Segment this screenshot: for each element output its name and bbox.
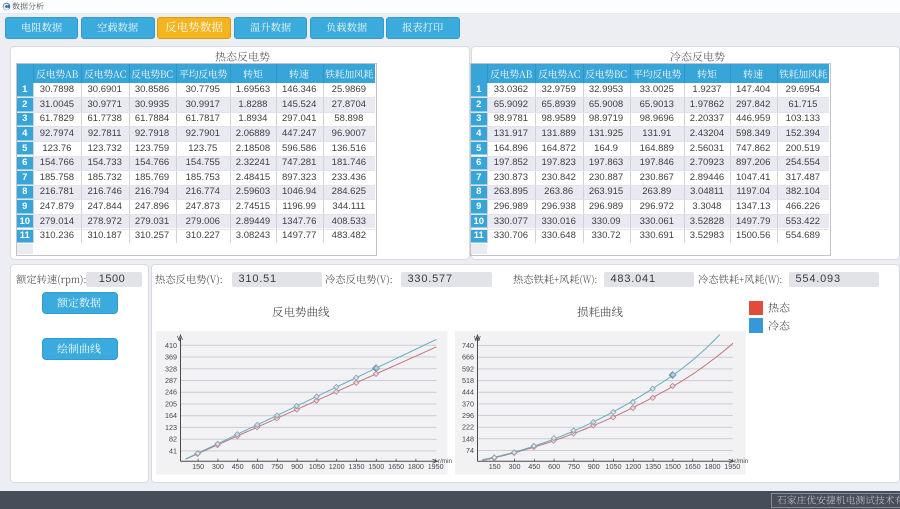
svg-text:41: 41 bbox=[169, 446, 177, 455]
svg-text:450: 450 bbox=[231, 461, 243, 470]
svg-text:205: 205 bbox=[165, 399, 177, 408]
svg-text:328: 328 bbox=[165, 364, 177, 373]
svg-text:1500: 1500 bbox=[664, 461, 680, 470]
svg-text:V: V bbox=[177, 336, 182, 343]
svg-text:150: 150 bbox=[488, 461, 500, 470]
svg-text:370: 370 bbox=[462, 399, 474, 408]
svg-text:1350: 1350 bbox=[645, 461, 661, 470]
svg-text:1050: 1050 bbox=[308, 461, 324, 470]
svg-text:1650: 1650 bbox=[684, 461, 700, 470]
svg-text:W: W bbox=[474, 336, 481, 343]
svg-text:150: 150 bbox=[192, 461, 204, 470]
svg-text:1950: 1950 bbox=[724, 461, 740, 470]
svg-text:1800: 1800 bbox=[704, 461, 720, 470]
svg-text:518: 518 bbox=[462, 376, 474, 385]
svg-text:300: 300 bbox=[508, 461, 520, 470]
svg-text:1350: 1350 bbox=[348, 461, 364, 470]
svg-text:666: 666 bbox=[462, 352, 474, 361]
svg-text:600: 600 bbox=[548, 461, 560, 470]
svg-text:410: 410 bbox=[165, 340, 177, 349]
svg-text:1200: 1200 bbox=[625, 461, 641, 470]
svg-text:1050: 1050 bbox=[605, 461, 621, 470]
svg-text:444: 444 bbox=[462, 387, 474, 396]
svg-text:592: 592 bbox=[462, 364, 474, 373]
svg-text:740: 740 bbox=[462, 341, 474, 350]
svg-text:1200: 1200 bbox=[328, 461, 344, 470]
svg-text:164: 164 bbox=[165, 411, 177, 420]
svg-text:450: 450 bbox=[528, 461, 540, 470]
svg-text:148: 148 bbox=[462, 434, 474, 443]
svg-text:1500: 1500 bbox=[368, 461, 384, 470]
svg-text:900: 900 bbox=[587, 461, 599, 470]
svg-text:750: 750 bbox=[271, 461, 283, 470]
svg-text:r/min: r/min bbox=[734, 457, 748, 464]
svg-text:1800: 1800 bbox=[407, 461, 423, 470]
svg-text:123: 123 bbox=[165, 422, 177, 431]
svg-text:369: 369 bbox=[165, 352, 177, 361]
svg-text:900: 900 bbox=[291, 461, 303, 470]
svg-text:750: 750 bbox=[567, 461, 579, 470]
svg-text:r/min: r/min bbox=[438, 457, 452, 464]
svg-text:82: 82 bbox=[169, 434, 177, 443]
svg-text:246: 246 bbox=[165, 387, 177, 396]
svg-text:1650: 1650 bbox=[388, 461, 404, 470]
svg-text:222: 222 bbox=[462, 422, 474, 431]
svg-text:1950: 1950 bbox=[427, 461, 443, 470]
svg-text:300: 300 bbox=[211, 461, 223, 470]
svg-text:600: 600 bbox=[251, 461, 263, 470]
svg-text:74: 74 bbox=[466, 446, 474, 455]
svg-text:296: 296 bbox=[462, 411, 474, 420]
svg-text:287: 287 bbox=[165, 376, 177, 385]
